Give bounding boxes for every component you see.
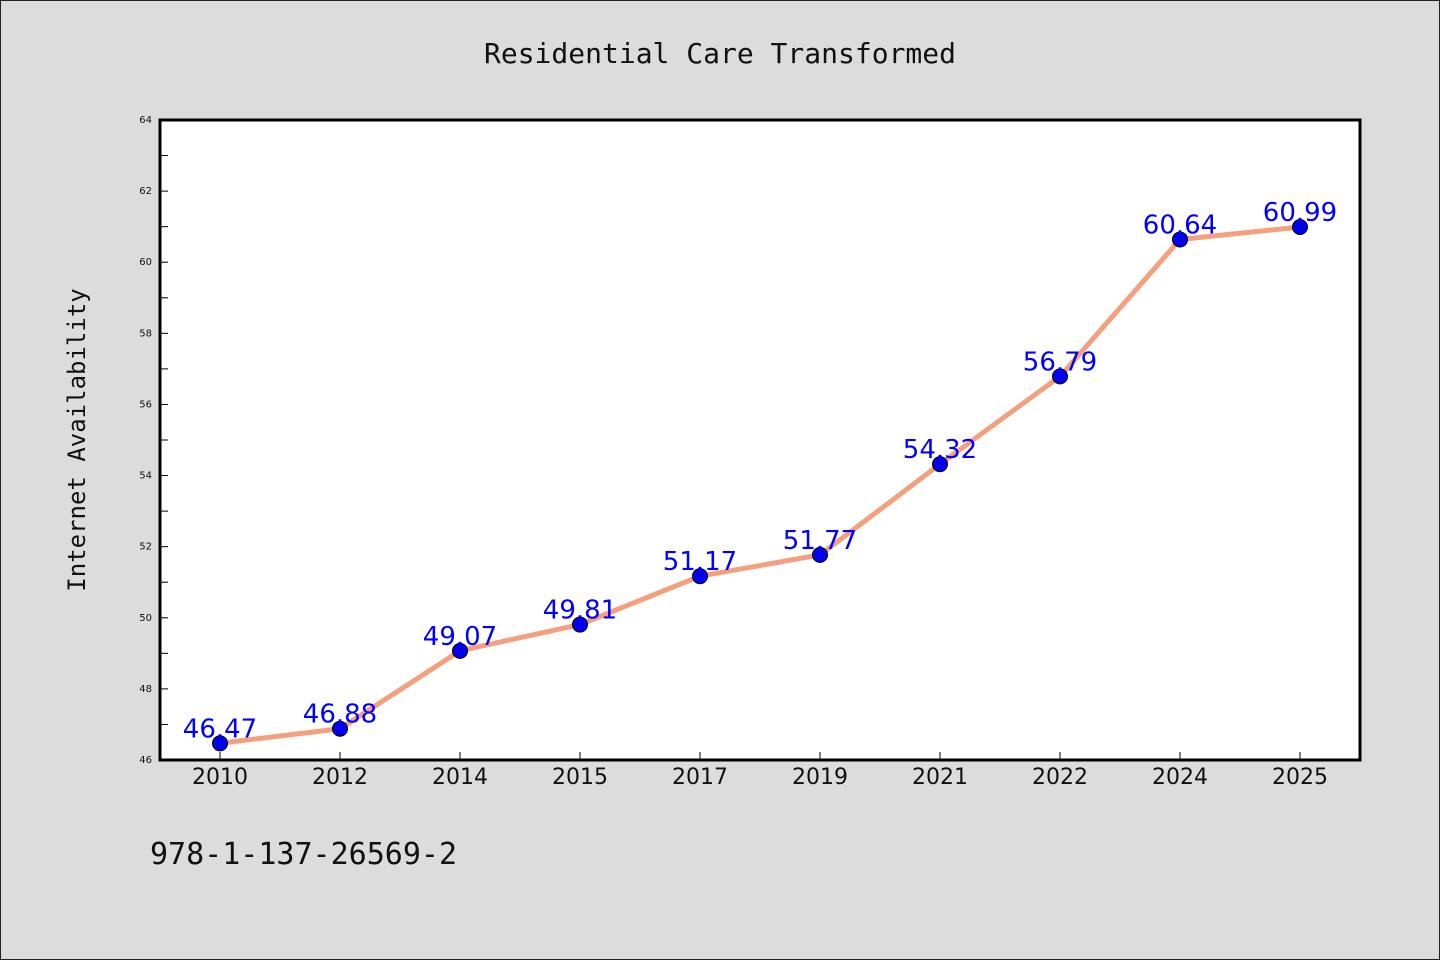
y-tick-label: 58 [139, 328, 152, 339]
x-tick-label: 2025 [1272, 765, 1328, 790]
y-tick-label: 52 [139, 542, 152, 553]
data-label: 51.77 [783, 526, 857, 556]
x-tick-label: 2015 [552, 765, 608, 790]
y-tick-label: 56 [139, 399, 152, 410]
data-label: 46.47 [183, 714, 257, 744]
x-tick-label: 2017 [672, 765, 728, 790]
x-tick-label: 2022 [1032, 765, 1088, 790]
y-tick-label: 60 [139, 257, 152, 268]
data-label: 60.64 [1143, 210, 1217, 240]
series-line [219, 224, 1301, 746]
y-tick-label: 54 [139, 471, 152, 482]
y-tick-label: 62 [139, 186, 152, 197]
data-point [1172, 231, 1188, 248]
footer-isbn: 978-1-137-26569-2 [150, 837, 457, 872]
y-axis: 46 48 50 52 54 56 58 60 62 64 [139, 115, 168, 766]
x-tick-label: 2019 [792, 765, 848, 790]
x-tick-label: 2024 [1152, 765, 1208, 790]
x-tick-label: 2021 [912, 765, 968, 790]
data-label: 46.88 [303, 700, 377, 730]
data-point [452, 642, 468, 659]
data-point [212, 735, 228, 752]
data-label: 60.99 [1263, 198, 1337, 228]
x-tick-label: 2012 [312, 765, 368, 790]
y-tick-label: 48 [139, 684, 152, 695]
data-point [692, 568, 708, 585]
data-point [1052, 368, 1068, 385]
x-axis: 2010 2012 2014 2015 2017 2019 2021 2022 2024 2025 [192, 752, 1328, 790]
data-point [932, 456, 948, 473]
y-axis-label: Internet Availability [63, 288, 91, 591]
data-label: 54.32 [903, 435, 977, 465]
data-label: 56.79 [1023, 347, 1097, 377]
data-point [332, 720, 348, 737]
y-tick-label: 50 [139, 613, 152, 624]
data-label: 49.07 [423, 622, 497, 652]
y-tick-label: 46 [139, 755, 152, 766]
x-tick-label: 2010 [192, 765, 248, 790]
x-tick-label: 2014 [432, 765, 488, 790]
data-point [812, 546, 828, 563]
plot-area [158, 118, 1362, 762]
series: 46.47 46.88 49.07 49.81 51.17 51.77 54.32 56.79… [183, 198, 1337, 752]
data-point [572, 616, 588, 633]
data-label: 49.81 [543, 596, 617, 626]
data-point [1292, 219, 1308, 236]
y-tick-label: 64 [139, 115, 152, 126]
chart-title: Residential Care Transformed [484, 37, 956, 70]
data-label: 51.17 [663, 547, 737, 577]
